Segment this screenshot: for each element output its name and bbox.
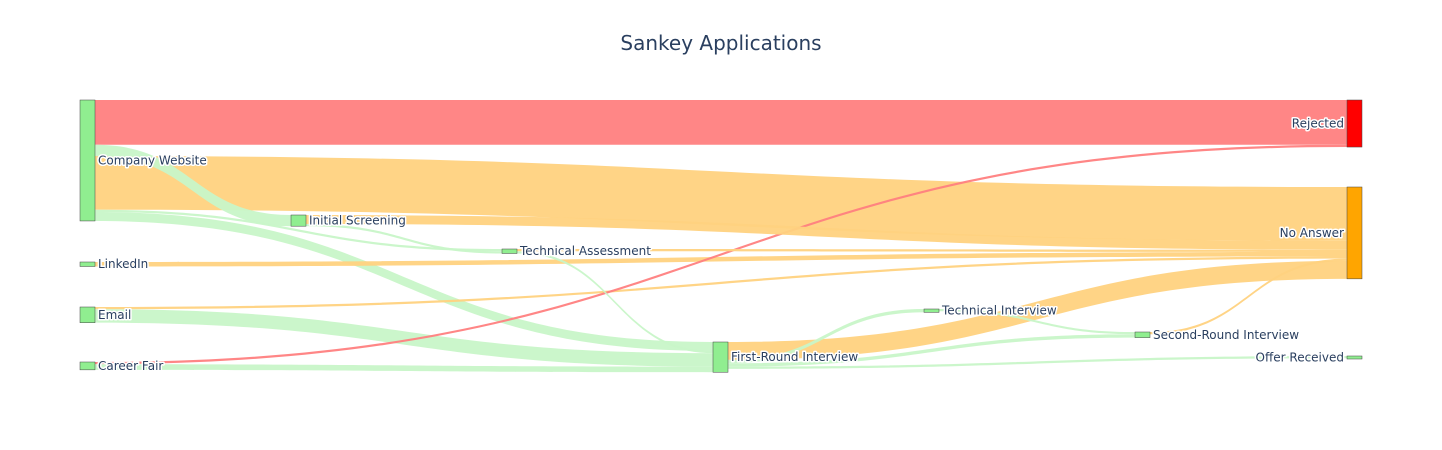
link-technical_assessment-to-first_round[interactable] xyxy=(517,251,713,354)
node-linkedin[interactable] xyxy=(79,261,96,267)
label-halo-rejected: Rejected xyxy=(1292,117,1344,131)
label-career_fair: Career Fair xyxy=(98,359,163,373)
node-second_round[interactable] xyxy=(1134,331,1151,338)
link-linkedin-to-no_answer[interactable] xyxy=(95,251,1347,267)
sankey-nodes xyxy=(79,99,1363,373)
node-technical_interview[interactable] xyxy=(923,308,940,313)
label-no_answer: No Answer xyxy=(1280,226,1344,240)
link-initial_screening-to-technical_assessment[interactable] xyxy=(306,223,502,254)
label-technical_assessment: Technical Assessment xyxy=(519,244,651,258)
node-rejected[interactable] xyxy=(1346,99,1363,148)
link-technical_assessment-to-no_answer[interactable] xyxy=(517,249,1347,252)
link-company_website-to-rejected[interactable] xyxy=(95,100,1347,145)
label-halo-company_website: Company Website xyxy=(98,153,207,167)
link-career_fair-to-rejected[interactable] xyxy=(95,144,1347,365)
label-email: Email xyxy=(98,308,131,322)
node-no_answer[interactable] xyxy=(1346,186,1363,280)
link-technical_interview-to-second_round[interactable] xyxy=(939,309,1135,335)
label-halo-technical_assessment: Technical Assessment xyxy=(519,244,651,258)
label-halo-first_round: First-Round Interview xyxy=(731,350,858,364)
node-email[interactable] xyxy=(79,306,96,323)
label-halo-initial_screening: Initial Screening xyxy=(309,214,406,228)
chart-title: Sankey Applications xyxy=(620,31,821,55)
label-rejected: Rejected xyxy=(1292,117,1344,131)
link-first_round-to-second_round[interactable] xyxy=(728,334,1135,367)
link-company_website-to-no_answer[interactable] xyxy=(95,156,1347,241)
label-halo-no_answer: No Answer xyxy=(1280,226,1344,240)
link-company_website-to-initial_screening[interactable] xyxy=(95,144,291,227)
link-first_round-to-offer[interactable] xyxy=(728,356,1347,369)
link-career_fair-to-first_round[interactable] xyxy=(95,364,713,373)
node-technical_assessment[interactable] xyxy=(501,248,518,254)
label-halo-email: Email xyxy=(98,308,131,322)
link-email-to-no_answer[interactable] xyxy=(95,256,1347,310)
node-company_website[interactable] xyxy=(79,99,96,222)
label-second_round: Second-Round Interview xyxy=(1153,328,1299,342)
label-technical_interview: Technical Interview xyxy=(941,304,1057,318)
label-company_website: Company Website xyxy=(98,153,207,167)
label-halo-offer: Offer Received xyxy=(1256,351,1344,365)
label-offer: Offer Received xyxy=(1256,351,1344,365)
node-offer[interactable] xyxy=(1346,355,1363,360)
label-halo-linkedin: LinkedIn xyxy=(98,257,148,271)
node-career_fair[interactable] xyxy=(79,361,96,371)
label-halo-second_round: Second-Round Interview xyxy=(1153,328,1299,342)
label-halo-technical_interview: Technical Interview xyxy=(941,304,1057,318)
link-company_website-to-first_round[interactable] xyxy=(95,212,713,351)
node-first_round[interactable] xyxy=(712,341,729,373)
link-initial_screening-to-no_answer[interactable] xyxy=(306,215,1347,250)
label-halo-career_fair: Career Fair xyxy=(98,359,163,373)
label-linkedin: LinkedIn xyxy=(98,257,148,271)
label-initial_screening: Initial Screening xyxy=(309,214,406,228)
sankey-links xyxy=(95,100,1347,373)
link-email-to-first_round[interactable] xyxy=(95,309,713,367)
link-first_round-to-no_answer[interactable] xyxy=(728,260,1347,360)
link-second_round-to-no_answer[interactable] xyxy=(1150,258,1347,335)
link-company_website-to-technical_assessment[interactable] xyxy=(95,209,502,252)
label-first_round: First-Round Interview xyxy=(731,350,858,364)
link-first_round-to-technical_interview[interactable] xyxy=(728,309,924,364)
node-initial_screening[interactable] xyxy=(290,214,307,227)
